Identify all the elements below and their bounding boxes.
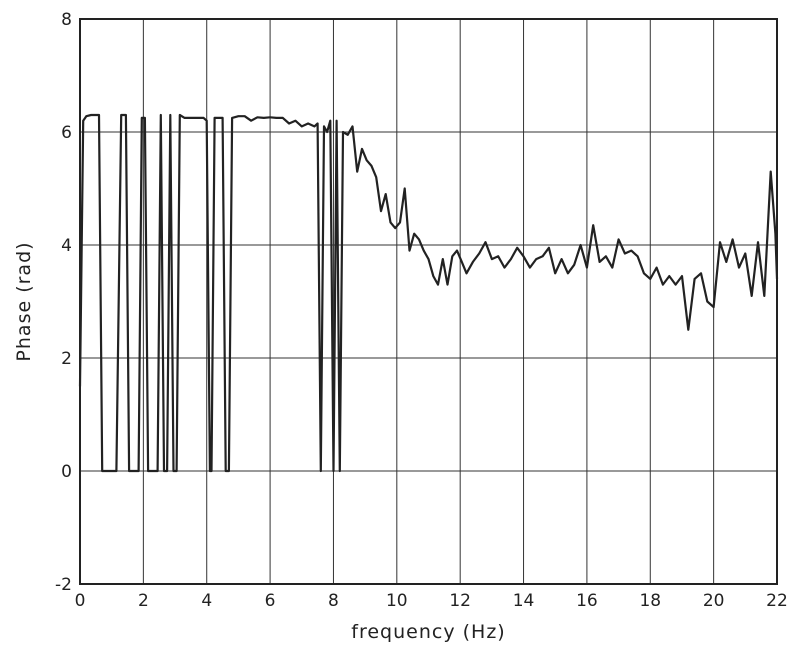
y-tick-label: 2 (61, 349, 72, 369)
y-tick-label: 6 (61, 123, 72, 143)
x-tick-labels: 0 2 4 6 8 10 12 14 16 18 20 22 (75, 591, 788, 611)
y-axis-title: Phase (rad) (13, 241, 35, 361)
x-tick-label: 6 (265, 591, 276, 611)
x-tick-label: 4 (201, 591, 212, 611)
x-tick-label: 20 (703, 591, 725, 611)
x-tick-label: 12 (449, 591, 471, 611)
x-tick-label: 18 (639, 591, 661, 611)
x-tick-label: 2 (138, 591, 149, 611)
y-tick-label: 4 (61, 236, 72, 256)
x-tick-label: 22 (766, 591, 788, 611)
x-axis-title: frequency (Hz) (351, 621, 505, 643)
y-tick-label: 8 (61, 10, 72, 30)
y-tick-label: 0 (61, 462, 72, 482)
y-tick-labels: -2 0 2 4 6 8 (55, 10, 72, 595)
y-tick-label: -2 (55, 575, 72, 595)
phase-series-line (78, 113, 779, 473)
plot-frame (79, 18, 778, 585)
x-tick-label: 16 (576, 591, 598, 611)
x-tick-label: 10 (386, 591, 408, 611)
x-tick-label: 0 (75, 591, 86, 611)
x-tick-label: 14 (513, 591, 535, 611)
grid-lines (79, 18, 778, 585)
x-tick-label: 8 (328, 591, 339, 611)
